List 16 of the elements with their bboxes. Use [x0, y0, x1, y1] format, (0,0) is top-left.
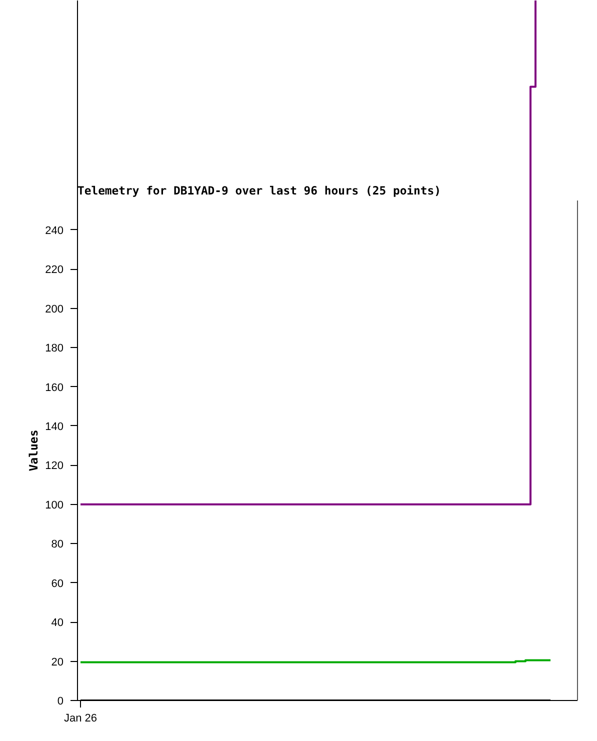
y-tick-label: 200 — [45, 303, 64, 316]
y-tick-label: 80 — [51, 538, 64, 551]
y-tick-label: 0 — [57, 696, 64, 708]
y-tick-label: 140 — [45, 420, 64, 433]
y-tick-label: 180 — [45, 342, 64, 355]
y-tick-label: 100 — [45, 499, 64, 512]
y-tick-label: 120 — [45, 460, 64, 472]
y-tick-label: 220 — [45, 264, 64, 276]
y-axis-title: Values — [26, 430, 40, 472]
x-tick-label: Jan 26 — [64, 712, 98, 724]
y-tick-label: 240 — [45, 224, 64, 237]
y-tick-label: 20 — [51, 656, 64, 668]
y-tick-label: 60 — [51, 578, 64, 590]
y-tick-label: 40 — [51, 617, 64, 630]
text: Telemetry for DB1YAD-9 over last 96 hours (25 points) — [78, 184, 441, 198]
y-tick-label: 160 — [45, 382, 64, 394]
